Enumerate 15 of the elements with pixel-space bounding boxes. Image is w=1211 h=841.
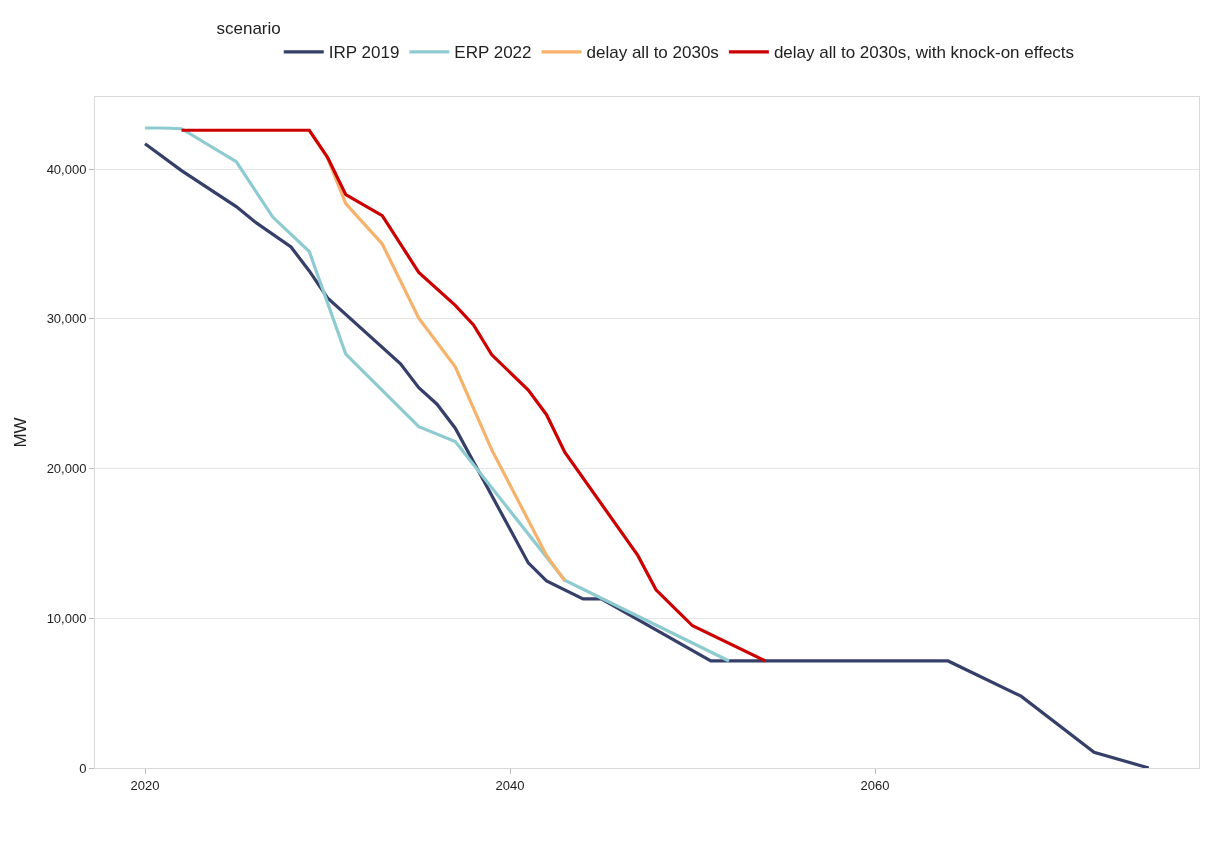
legend-label: delay all to 2030s, with knock-on effects [773, 43, 1075, 63]
x-tick-label: 2020 [130, 777, 160, 793]
x-tick-label: 2040 [495, 777, 525, 793]
y-axis-title: MW [11, 417, 31, 448]
legend-label: ERP 2022 [454, 43, 532, 63]
y-tick-label: 0 [79, 760, 87, 776]
y-tick-label: 40,000 [46, 161, 87, 177]
legend-label: IRP 2019 [328, 43, 400, 63]
x-tick-label: 2060 [860, 777, 890, 793]
y-tick-label: 20,000 [46, 461, 87, 477]
y-tick-label: 10,000 [46, 610, 87, 626]
legend-title: scenario [216, 19, 281, 39]
y-tick-label: 30,000 [46, 311, 87, 327]
line-series [143, 142, 1151, 768]
legend-label: delay all to 2030s [586, 43, 719, 63]
